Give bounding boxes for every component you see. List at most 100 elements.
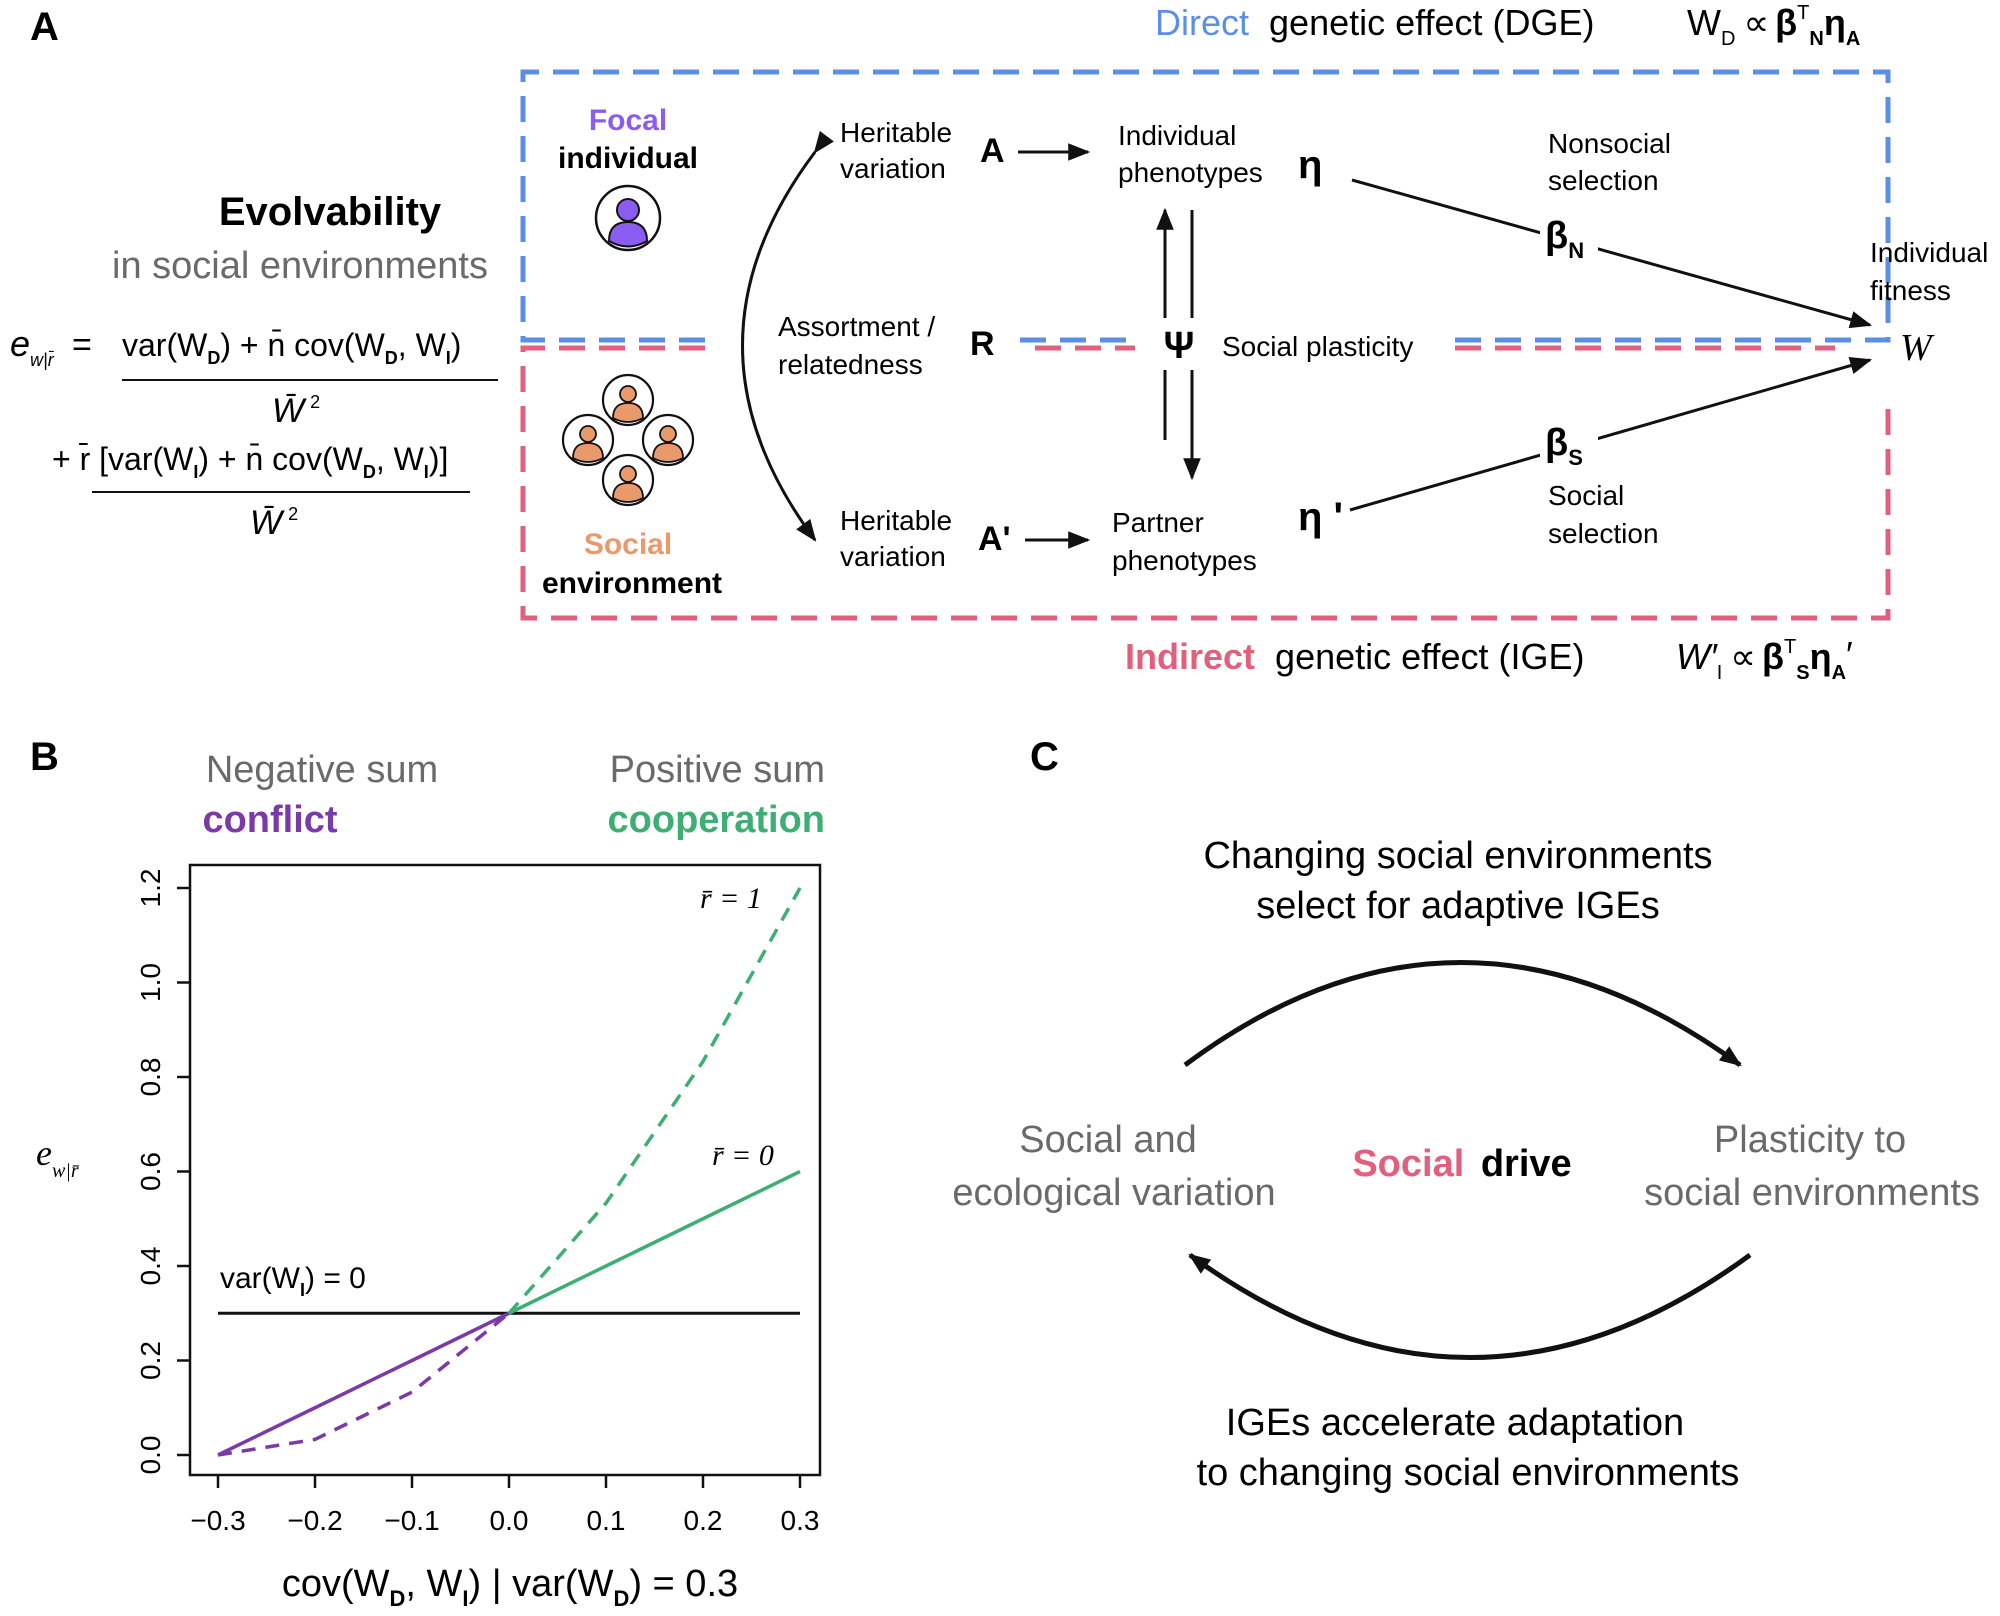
fitness-label-1: Individual xyxy=(1870,237,1988,268)
panel-c-label: C xyxy=(1030,735,1059,779)
cycle-arrow-top xyxy=(1183,960,1742,1068)
dge-formula-prop: ∝ xyxy=(1743,2,1769,43)
eq-num2-e: , W xyxy=(376,441,425,477)
eq-num1-c: ) + n̄ cov(W xyxy=(220,327,385,363)
arrow-eta-to-fitness xyxy=(1351,178,1873,329)
y-tick-label: 0.8 xyxy=(135,1058,166,1097)
ige-formula-lhs-sub: I xyxy=(1717,662,1723,684)
focal-person-icon xyxy=(594,184,662,252)
eq-num1-a: var(W xyxy=(122,327,208,363)
beta-n-symbol: β xyxy=(1545,215,1568,257)
dge-formula-lhs: W xyxy=(1687,2,1721,43)
curve-label-var-a: var(W xyxy=(220,1262,301,1295)
curve-label-r0: r̄ = 0 xyxy=(712,1139,774,1172)
x-axis: −0.3 −0.2 −0.1 0.0 0.1 0.2 0.3 xyxy=(190,1475,819,1536)
dge-formula-beta: β xyxy=(1775,2,1797,43)
eq-den2: W̄ xyxy=(250,504,285,542)
social-plasticity-label: Social plasticity xyxy=(1222,331,1413,362)
x-tick-label: −0.1 xyxy=(384,1505,439,1536)
ige-header: Indirect genetic effect (IGE) xyxy=(1125,636,1585,677)
dge-formula-eta-sub: A xyxy=(1846,28,1860,50)
relatedness-label: relatedness xyxy=(778,349,923,380)
ige-formula-lhs: W′ xyxy=(1676,636,1718,677)
social-group-icon xyxy=(561,373,695,507)
eq-lhs-e: e xyxy=(10,323,30,364)
ige-rest: genetic effect (IGE) xyxy=(1275,636,1584,677)
ige-formula-eta-prime: ′ xyxy=(1846,634,1853,675)
symbol-A-prime: A' xyxy=(978,520,1011,558)
eq-num1-b: D xyxy=(207,348,220,368)
social-label-bottom: environment xyxy=(542,567,722,600)
eq-num2-c: ) + n̄ cov(W xyxy=(198,441,363,477)
dge-header: Direct genetic effect (DGE) xyxy=(1155,2,1595,43)
plot-frame xyxy=(188,863,822,1477)
individual-phenotypes-label-1: Individual xyxy=(1118,120,1236,151)
symbol-R: R xyxy=(970,325,995,363)
ige-formula: W′I ∝ βTSηA′ xyxy=(1676,634,1853,684)
ige-formula-beta-sub: S xyxy=(1796,662,1809,684)
dge-formula: WD ∝ βTNηA xyxy=(1687,2,1860,50)
beta-n-background xyxy=(1540,210,1598,265)
eq-den1-sup: 2 xyxy=(310,392,320,412)
eq-lhs: ew|r̄ xyxy=(10,323,55,370)
x-axis-label-b: D xyxy=(390,1586,406,1611)
social-drive-social: Social xyxy=(1352,1143,1464,1185)
x-axis-label-e: ) | var(W xyxy=(469,1563,614,1605)
left-caption-2: ecological variation xyxy=(952,1172,1275,1214)
fitness-label-2: fitness xyxy=(1870,275,1951,306)
panel-b-label: B xyxy=(30,735,59,779)
conflict-label: conflict xyxy=(202,799,337,841)
focal-label-top: Focal xyxy=(589,104,667,137)
evolvability-title: Evolvability xyxy=(219,190,442,234)
eq-denominator-1: W̄ 2 xyxy=(272,392,320,430)
dge-formula-beta-sub: N xyxy=(1809,28,1823,50)
y-axis-label-e: e xyxy=(36,1133,52,1173)
y-axis: 0.0 0.2 0.4 0.6 0.8 1.0 1.2 xyxy=(135,869,190,1475)
y-tick-label: 0.4 xyxy=(135,1247,166,1286)
partner-phenotypes-label-1: Partner xyxy=(1112,507,1204,538)
nonsocial-label-1: Nonsocial xyxy=(1548,128,1671,159)
x-axis-label-f: D xyxy=(613,1586,629,1611)
individual-phenotypes-label-2: phenotypes xyxy=(1118,157,1263,188)
right-caption-1: Plasticity to xyxy=(1714,1119,1906,1161)
social-label-top: Social xyxy=(584,528,672,561)
symbol-eta-prime: η ' xyxy=(1298,495,1343,539)
beta-s: βS xyxy=(1545,422,1583,470)
ige-formula-eta-sub: A xyxy=(1832,662,1846,684)
arrow-eta-prime-to-fitness xyxy=(1349,357,1873,512)
series-line-positive xyxy=(507,887,802,1315)
ige-formula-eta: η xyxy=(1810,636,1832,677)
plot-lines xyxy=(217,887,802,1457)
curve-label-var-c: ) = 0 xyxy=(305,1262,366,1295)
top-caption-2: select for adaptive IGEs xyxy=(1256,885,1659,927)
eq-numerator-1: var(WD) + n̄ cov(WD, WI) xyxy=(122,327,461,368)
social-person-icon xyxy=(601,453,655,507)
eq-num1-d: D xyxy=(385,348,398,368)
dge-box xyxy=(520,69,1891,343)
panel-a: A Direct genetic effect (DGE) WD ∝ βTNηA E… xyxy=(10,2,1988,684)
psi-background xyxy=(1155,318,1203,370)
beta-n-sub: N xyxy=(1568,238,1584,263)
eq-num2-a: + r̄ [var(W xyxy=(52,441,194,477)
y-tick-label: 1.0 xyxy=(135,963,166,1002)
dge-formula-lhs-sub: D xyxy=(1721,28,1735,50)
ige-box xyxy=(520,345,1891,621)
eq-denominator-2: W̄ 2 xyxy=(250,504,298,542)
curve-label-var-b: I xyxy=(300,1280,305,1300)
y-axis-label: ew|r̄ xyxy=(36,1133,79,1182)
social-drive-drive: drive xyxy=(1481,1143,1572,1185)
y-tick-label: 1.2 xyxy=(135,869,166,908)
social-drive-label: Social drive xyxy=(1352,1143,1571,1185)
eq-equals: = xyxy=(72,326,92,364)
top-caption-1: Changing social environments xyxy=(1203,835,1712,877)
assortment-label: Assortment / xyxy=(778,311,935,342)
y-tick-label: 0.0 xyxy=(135,1436,166,1475)
social-selection-label-2: selection xyxy=(1548,518,1659,549)
y-axis-label-sub: w|r̄ xyxy=(52,1160,79,1182)
eq-den2-sup: 2 xyxy=(288,504,298,524)
eq-num1-g: ) xyxy=(451,327,462,363)
beta-s-symbol: β xyxy=(1545,422,1568,464)
assortment-curved-arrow xyxy=(741,130,834,542)
right-caption-2: social environments xyxy=(1644,1172,1980,1214)
heritable-label-bottom: Heritable xyxy=(840,505,952,536)
